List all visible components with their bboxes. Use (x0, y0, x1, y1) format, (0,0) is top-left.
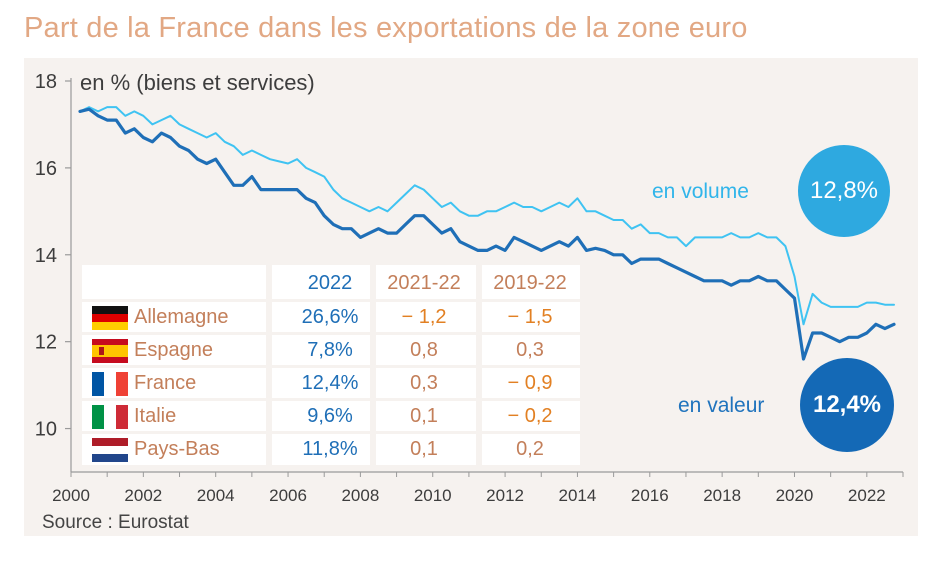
change-2021-22: 0,3 (410, 372, 438, 394)
share-2022: 12,4% (301, 372, 359, 394)
x-tick-label: 2022 (848, 486, 886, 505)
change-2019-22: − 0,2 (507, 405, 553, 427)
table-row: Allemagne 26,6% − 1,2 − 1,5 (82, 301, 580, 334)
volume-series-line (79, 106, 895, 326)
change-2019-22: − 0,9 (507, 372, 553, 394)
x-tick-label: 2010 (414, 486, 452, 505)
spain-flag-icon (92, 338, 128, 363)
y-tick-label: 18 (35, 71, 57, 93)
share-2022: 7,8% (307, 339, 353, 361)
x-tick-label: 2008 (341, 486, 379, 505)
country-name: France (134, 372, 197, 394)
change-2021-22: − 1,2 (401, 306, 447, 328)
y-tick-label: 16 (35, 158, 57, 180)
france-flag-icon (92, 371, 128, 396)
italy-flag-icon (92, 404, 128, 429)
volume-value-bubble: 12,8% (798, 145, 890, 237)
x-tick-label: 2020 (776, 486, 814, 505)
x-tick-label: 2000 (52, 486, 90, 505)
header-2019-22: 2019-22 (493, 272, 567, 294)
y-unit-label: en % (biens et services) (80, 70, 315, 95)
share-2022: 26,6% (301, 306, 359, 328)
y-tick-label: 14 (35, 245, 57, 267)
valeur-series-line (78, 107, 896, 361)
x-tick-label: 2018 (703, 486, 741, 505)
change-2021-22: 0,1 (410, 405, 438, 427)
table-divider (82, 398, 580, 401)
change-2019-22: 0,3 (516, 339, 544, 361)
country-name: Espagne (134, 339, 213, 361)
change-2021-22: 0,1 (410, 438, 438, 460)
change-2019-22: − 1,5 (507, 306, 553, 328)
valeur-annotation: en valeur (678, 394, 765, 417)
country-name: Italie (134, 405, 177, 427)
share-2022: 9,6% (307, 405, 353, 427)
table-header-row: 2022 2021-22 2019-22 (82, 267, 580, 300)
chart-title: Part de la France dans les exportations … (24, 12, 748, 44)
table-row: Espagne 7,8% 0,8 0,3 (82, 334, 580, 367)
table-row: Italie 9,6% 0,1 − 0,2 (82, 400, 580, 433)
germany-flag-icon (92, 305, 128, 330)
x-tick-label: 2006 (269, 486, 307, 505)
volume-annotation: en volume (652, 180, 749, 203)
table-divider (82, 299, 580, 302)
table-divider (82, 365, 580, 368)
country-name: Pays-Bas (134, 438, 220, 460)
header-2022: 2022 (307, 272, 353, 294)
country-name: Allemagne (134, 306, 229, 328)
share-2022: 11,8% (302, 438, 358, 460)
country-table: 2022 2021-22 2019-22 Allemagne 26,6% − 1… (82, 265, 580, 465)
x-tick-label: 2004 (197, 486, 235, 505)
netherlands-flag-icon (92, 437, 128, 462)
source-note: Source : Eurostat (42, 512, 189, 533)
table-divider (82, 431, 580, 434)
x-tick-label: 2016 (631, 486, 669, 505)
change-2019-22: 0,2 (516, 438, 544, 460)
table-row: France 12,4% 0,3 − 0,9 (82, 367, 580, 400)
valeur-value-bubble: 12,4% (800, 358, 894, 452)
y-tick-label: 12 (35, 332, 57, 354)
y-tick-label: 10 (35, 419, 57, 441)
x-tick-label: 2002 (124, 486, 162, 505)
x-tick-label: 2012 (486, 486, 524, 505)
table-row: Pays-Bas 11,8% 0,1 0,2 (82, 433, 580, 466)
change-2021-22: 0,8 (410, 339, 438, 361)
header-2021-22: 2021-22 (387, 272, 461, 294)
x-tick-label: 2014 (559, 486, 597, 505)
table-divider (82, 332, 580, 335)
